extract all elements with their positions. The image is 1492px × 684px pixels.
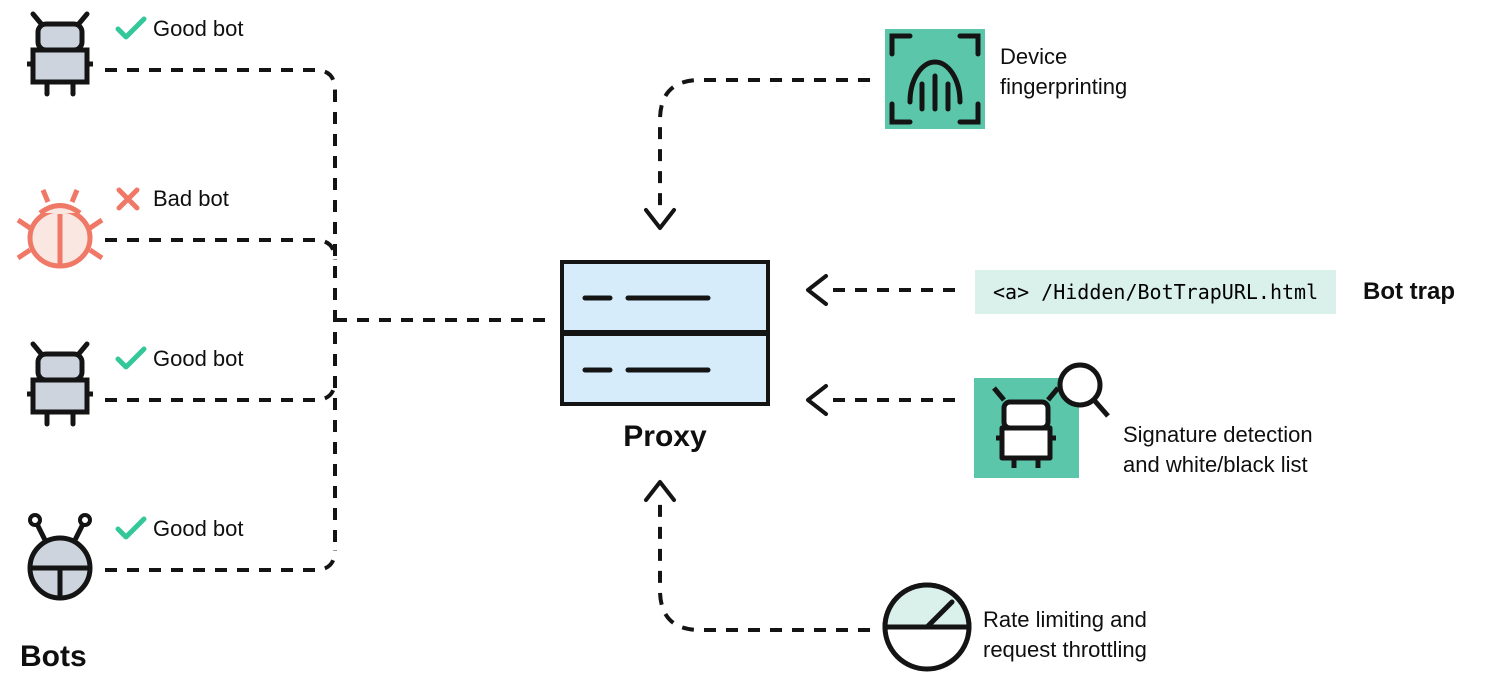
ratelimit-label-l2: request throttling: [983, 637, 1147, 662]
signature-label: Signature detection and white/black list: [1123, 420, 1313, 479]
signature-label-l2: and white/black list: [1123, 452, 1308, 477]
bottrap-code: <a> /Hidden/BotTrapURL.html: [975, 270, 1336, 314]
bottrap-label: Bot trap: [1363, 278, 1455, 306]
bot-label: Good bot: [153, 346, 244, 372]
proxy-icon: [560, 260, 770, 410]
bot-status-icon: [115, 16, 147, 47]
ratelimit-icon: [880, 580, 975, 675]
bot-status-icon: [115, 516, 147, 547]
bot-label: Good bot: [153, 16, 244, 42]
bot-icon: [15, 338, 105, 438]
bot-status-icon: [115, 346, 147, 377]
node-signature: [970, 360, 1110, 490]
signature-icon: [970, 360, 1110, 485]
bots-heading: Bots: [20, 640, 87, 674]
node-fingerprint: [880, 24, 990, 139]
signature-label-l1: Signature detection: [1123, 422, 1313, 447]
fingerprint-label-l2: fingerprinting: [1000, 74, 1127, 99]
diagram-stage: Good bot Bad bot Good bot: [0, 0, 1492, 684]
proxy-label: Proxy: [560, 420, 770, 454]
bot-status-icon: [115, 186, 141, 217]
bot-icon: [15, 178, 105, 278]
node-ratelimit: [880, 580, 975, 680]
ratelimit-label-l1: Rate limiting and: [983, 607, 1147, 632]
fingerprint-icon: [880, 24, 990, 134]
bot-icon: [15, 8, 105, 108]
bot-label: Bad bot: [153, 186, 229, 212]
fingerprint-label: Device fingerprinting: [1000, 42, 1127, 101]
proxy-node: [560, 260, 770, 415]
bot-label: Good bot: [153, 516, 244, 542]
bot-icon: [15, 508, 105, 608]
ratelimit-label: Rate limiting and request throttling: [983, 605, 1147, 664]
fingerprint-label-l1: Device: [1000, 44, 1067, 69]
